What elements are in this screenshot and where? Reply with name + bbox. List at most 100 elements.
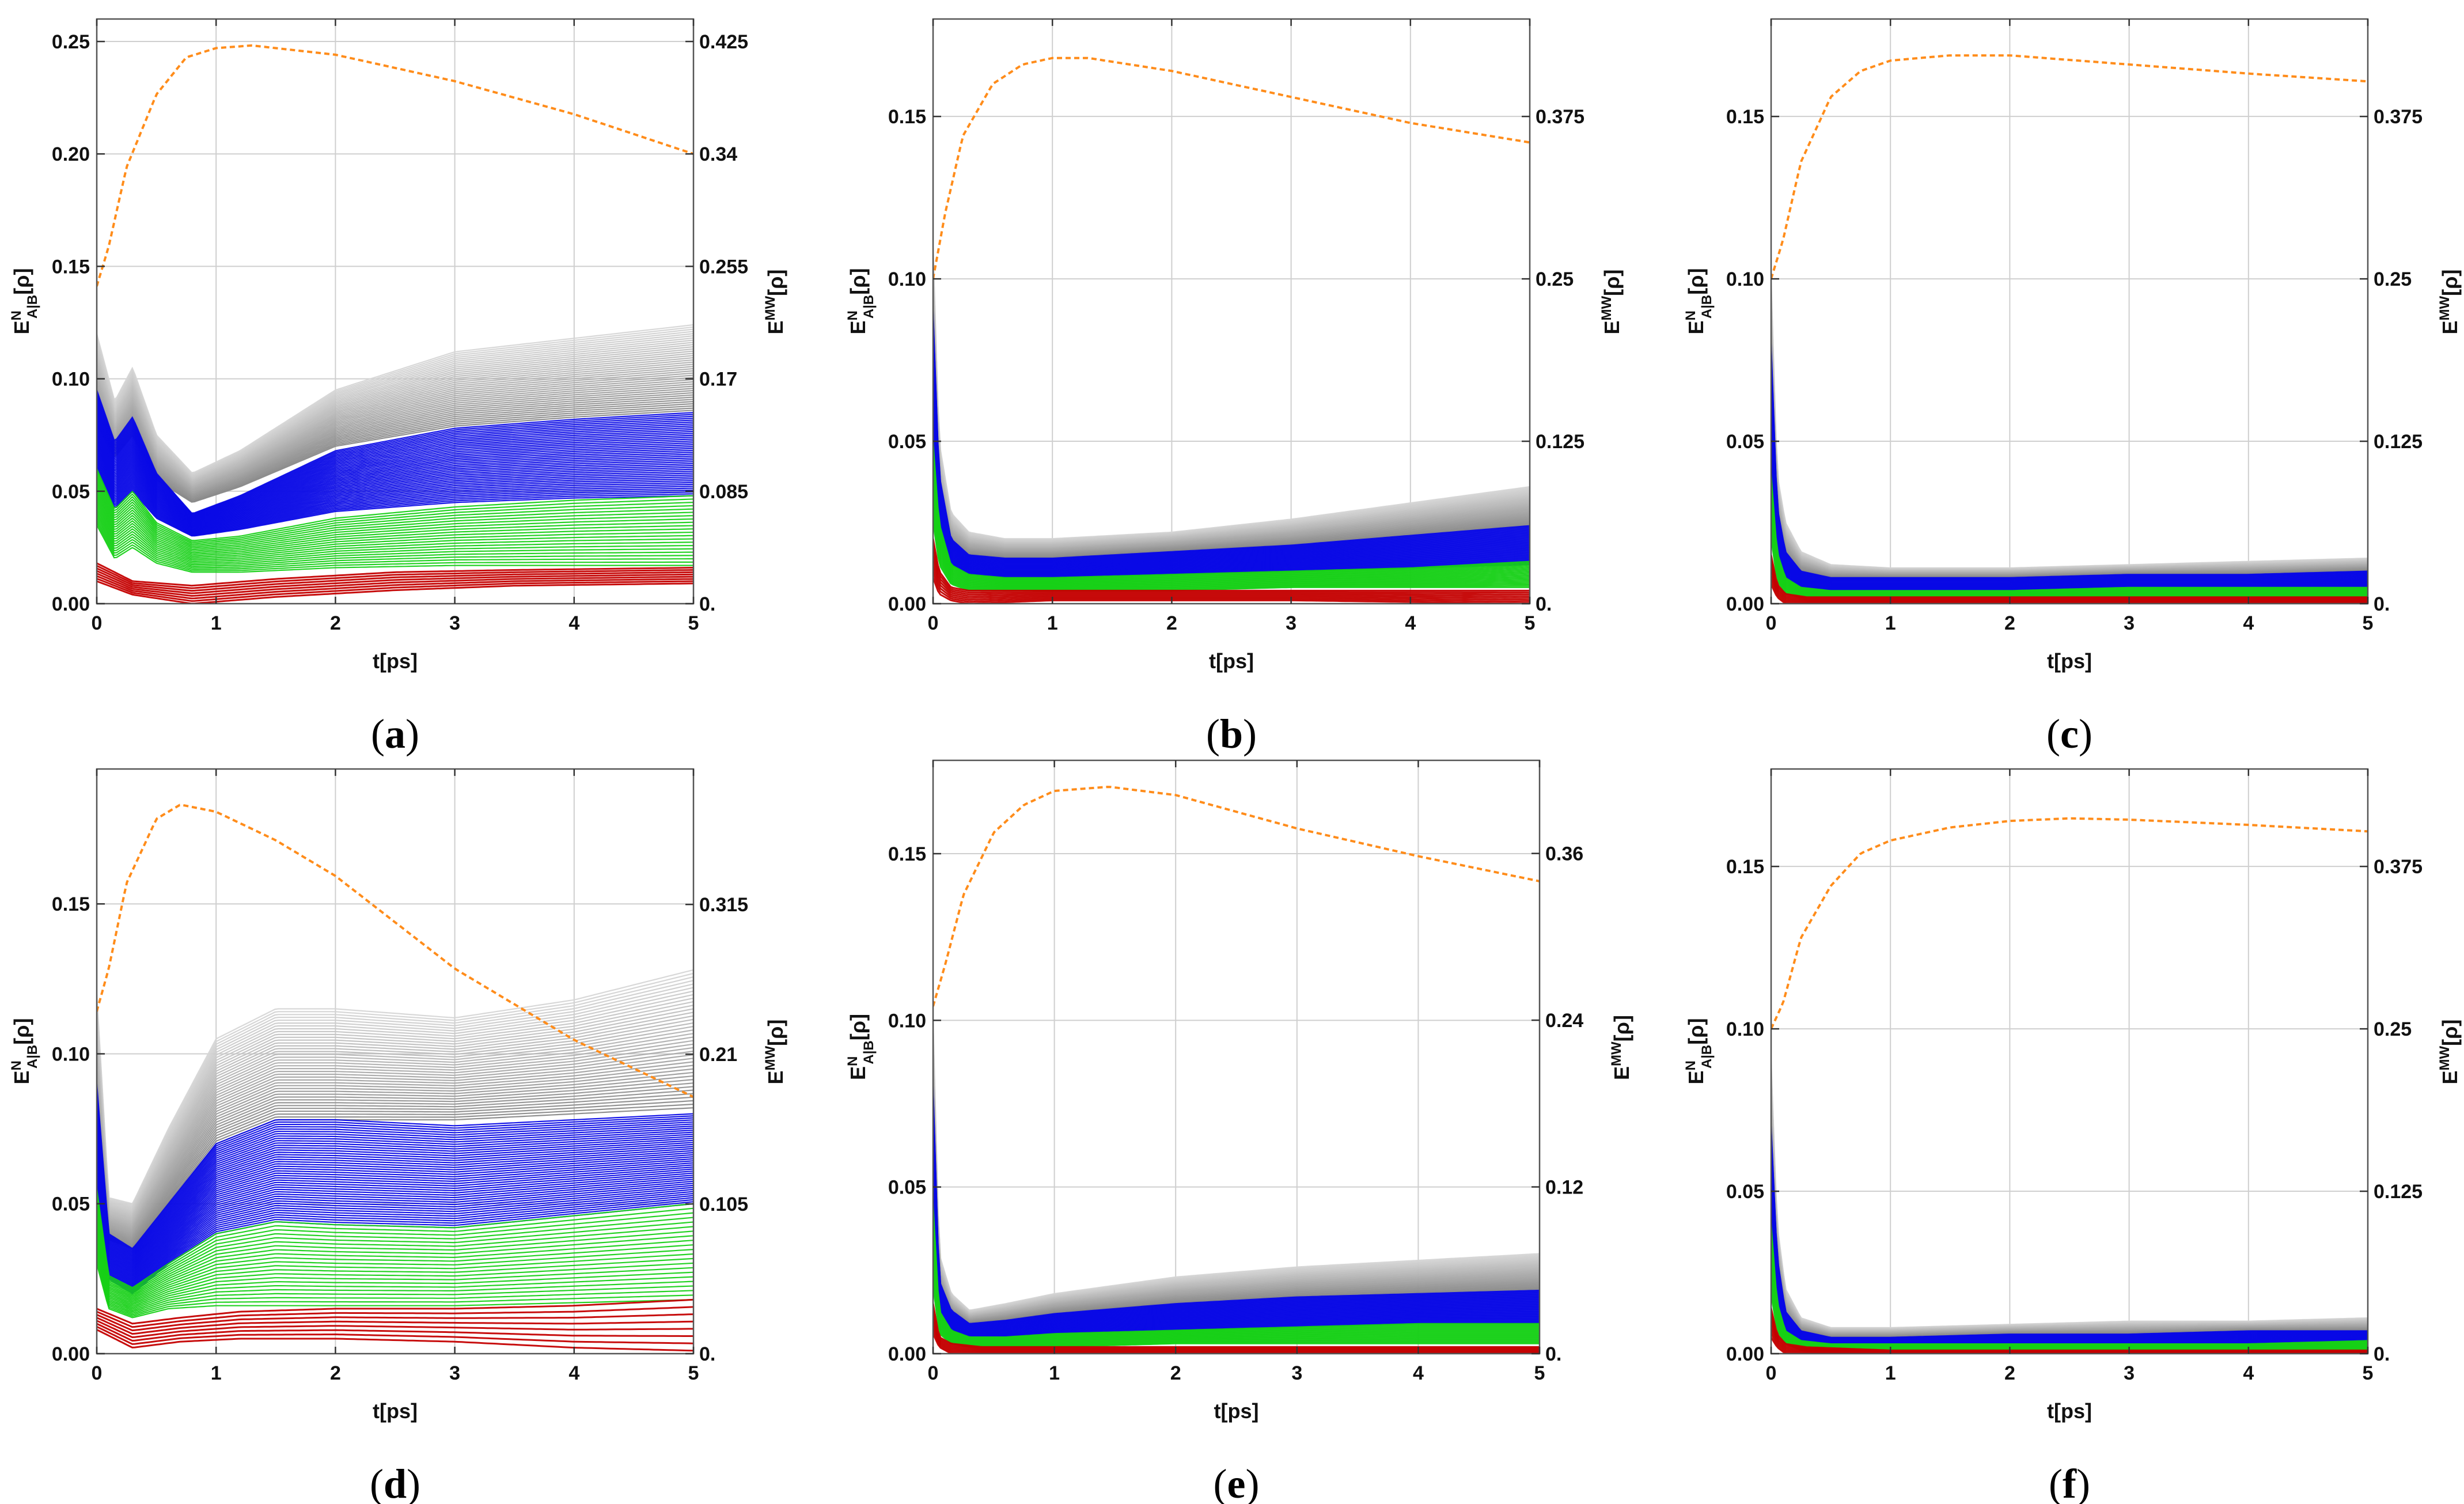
blue-series-line: [97, 422, 693, 524]
green-series-line: [97, 1210, 693, 1297]
blue-series-line: [97, 1138, 693, 1270]
green-series-line: [97, 493, 693, 555]
green-series-line: [97, 516, 693, 569]
mw-dashed-curve: [933, 56, 1530, 279]
blue-series-line: [97, 1154, 693, 1276]
series-lines-d: [97, 804, 693, 1352]
blue-series-line: [97, 1130, 693, 1267]
y-right-tick-label: 0.125: [1536, 431, 1584, 453]
blue-series-line: [97, 1146, 693, 1273]
gray-series-line: [97, 983, 693, 1209]
green-series-line: [97, 1217, 693, 1300]
blue-series-line: [97, 1189, 693, 1290]
y-right-axis-label: EMW[ρ]: [2437, 1020, 2462, 1085]
green-series-line: [97, 519, 693, 570]
x-tick-label: 1: [1885, 612, 1896, 634]
x-tick-label: 2: [2004, 612, 2015, 634]
y-right-tick-label: 0.25: [1536, 268, 1574, 290]
red-series-line: [97, 1320, 693, 1339]
blue-series-line: [97, 438, 693, 528]
gray-series-line: [97, 1079, 693, 1240]
x-axis-label: t[ps]: [1209, 649, 1254, 673]
plot-frame: [932, 18, 1531, 605]
x-axis-label: t[ps]: [373, 1399, 418, 1423]
panel-a: 0 1 2 3 4 5 0.00 0.05 0.10 0.15 0.20 0.25 0. 0.085 0.1…: [9, 18, 787, 757]
y-left-axis-label: ENA|B[ρ]: [845, 1014, 877, 1080]
y-right-tick-label: 0.085: [699, 481, 748, 503]
y-right-tick-label: 0.255: [699, 256, 748, 278]
gray-series-line: [97, 1089, 693, 1244]
blue-series-line: [97, 1124, 693, 1265]
blue-series-line: [97, 1181, 693, 1286]
green-series-line: [97, 1213, 693, 1298]
green-series-line: [97, 503, 693, 561]
red-series-line: [933, 538, 1530, 592]
green-series-line: [97, 479, 693, 547]
gray-series-line: [97, 339, 693, 479]
gray-series-line: [97, 1050, 693, 1231]
blue-series-line: [97, 1195, 693, 1291]
blue-series-line: [97, 1173, 693, 1283]
series-lines-b: [933, 56, 1530, 604]
x-tick-label: 0: [92, 1362, 103, 1384]
red-series-line: [1771, 559, 2368, 599]
red-series-line: [1771, 575, 2368, 603]
x-tick-label: 5: [688, 612, 699, 634]
x-tick-label: 5: [1525, 612, 1536, 634]
gray-series-line: [97, 1005, 693, 1216]
red-series-line: [97, 1298, 693, 1325]
gray-series-line: [97, 366, 693, 488]
blue-series-line: [97, 452, 693, 532]
gray-series-line: [97, 383, 693, 494]
caption-letter: e: [1227, 1461, 1246, 1504]
green-series-line: [97, 484, 693, 551]
blue-series-line: [97, 1160, 693, 1278]
gray-series-line: [97, 324, 693, 473]
green-series-line: [97, 490, 693, 554]
plot-frame: [96, 18, 695, 605]
gray-series-line: [97, 969, 693, 1204]
x-tick-label: 1: [1047, 612, 1058, 634]
green-series-line: [97, 1242, 693, 1310]
green-series-line: [97, 1260, 693, 1317]
gray-series-line: [97, 972, 693, 1206]
y-left-tick-label: 0.10: [52, 1043, 90, 1065]
gray-series-line: [97, 1011, 693, 1218]
y-left-tick-label: 0.00: [52, 1343, 90, 1365]
gray-series-line: [97, 1033, 693, 1225]
y-right-tick-label: 0.: [1545, 1343, 1561, 1365]
y-right-tick-label: 0.425: [699, 31, 748, 53]
gray-series-line: [97, 389, 693, 496]
red-series-line: [97, 1323, 693, 1342]
x-tick-label: 3: [1286, 612, 1297, 634]
x-tick-label: 2: [330, 612, 341, 634]
plot-frame: [1770, 18, 2369, 605]
green-series-line: [97, 1221, 693, 1301]
red-series-line: [97, 1317, 693, 1335]
gray-series-line: [97, 1071, 693, 1238]
gray-series-line: [97, 333, 693, 476]
blue-series-line: [97, 1198, 693, 1293]
gray-series-line: [97, 980, 693, 1208]
y-right-tick-label: 0.21: [699, 1044, 737, 1066]
gray-series-line: [97, 1022, 693, 1222]
blue-series-line: [97, 1103, 693, 1257]
x-tick-label: 3: [2124, 612, 2135, 634]
blue-series-line: [97, 1151, 693, 1275]
blue-series-line: [97, 436, 693, 528]
gray-series-line: [97, 335, 693, 478]
blue-series-line: [97, 441, 693, 529]
y-left-tick-label: 0.00: [1726, 593, 1764, 615]
blue-series-line: [97, 427, 693, 525]
gray-series-line: [97, 1018, 693, 1221]
panel-caption: (a): [371, 711, 419, 757]
gray-series-line: [97, 357, 693, 485]
blue-series-line: [97, 1162, 693, 1279]
red-series-line: [97, 575, 693, 600]
gray-series-line: [97, 361, 693, 486]
blue-series-line: [97, 423, 693, 524]
blue-series-line: [97, 467, 693, 536]
y-right-tick-label: 0.125: [2374, 1181, 2423, 1203]
y-left-tick-label: 0.05: [888, 431, 926, 453]
gray-series-line: [97, 1064, 693, 1236]
